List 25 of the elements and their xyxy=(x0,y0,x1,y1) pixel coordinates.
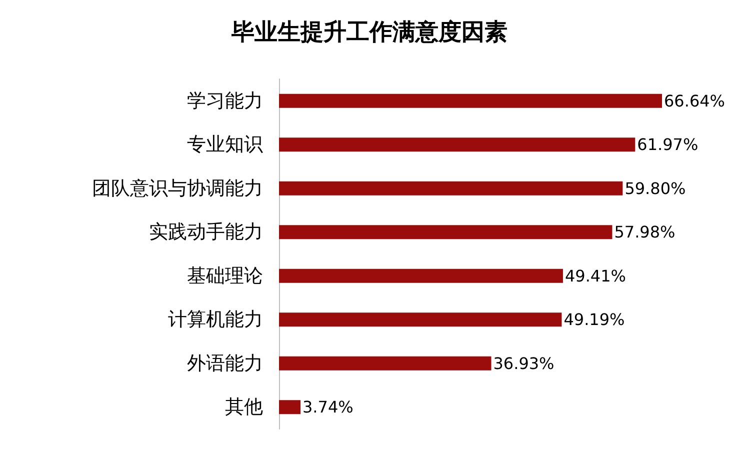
bar xyxy=(279,268,563,283)
data-label: 3.74% xyxy=(302,398,354,417)
chart-title: 毕业生提升工作满意度因素 xyxy=(230,18,508,46)
data-label: 49.41% xyxy=(564,266,626,286)
y-tick-label: 团队意识与协调能力 xyxy=(92,177,263,200)
bar xyxy=(279,94,662,108)
bar xyxy=(279,400,300,414)
data-label: 61.97% xyxy=(637,135,698,154)
bar xyxy=(279,138,636,152)
bar xyxy=(279,312,562,327)
bar xyxy=(279,225,612,240)
data-label: 36.93% xyxy=(493,354,554,373)
data-label: 66.64% xyxy=(664,91,726,110)
bar xyxy=(279,181,623,196)
y-tick-label: 外语能力 xyxy=(187,352,263,374)
y-tick-label: 其他 xyxy=(225,396,263,418)
y-tick-label: 基础理论 xyxy=(187,264,263,287)
y-tick-label: 计算机能力 xyxy=(168,308,263,331)
y-tick-label: 学习能力 xyxy=(187,90,263,112)
y-tick-label: 专业知识 xyxy=(187,134,263,156)
data-label: 59.80% xyxy=(624,178,686,198)
bar xyxy=(279,356,492,370)
data-label: 57.98% xyxy=(614,222,676,242)
y-tick-label: 实践动手能力 xyxy=(149,221,263,244)
data-label: 49.19% xyxy=(564,310,625,330)
